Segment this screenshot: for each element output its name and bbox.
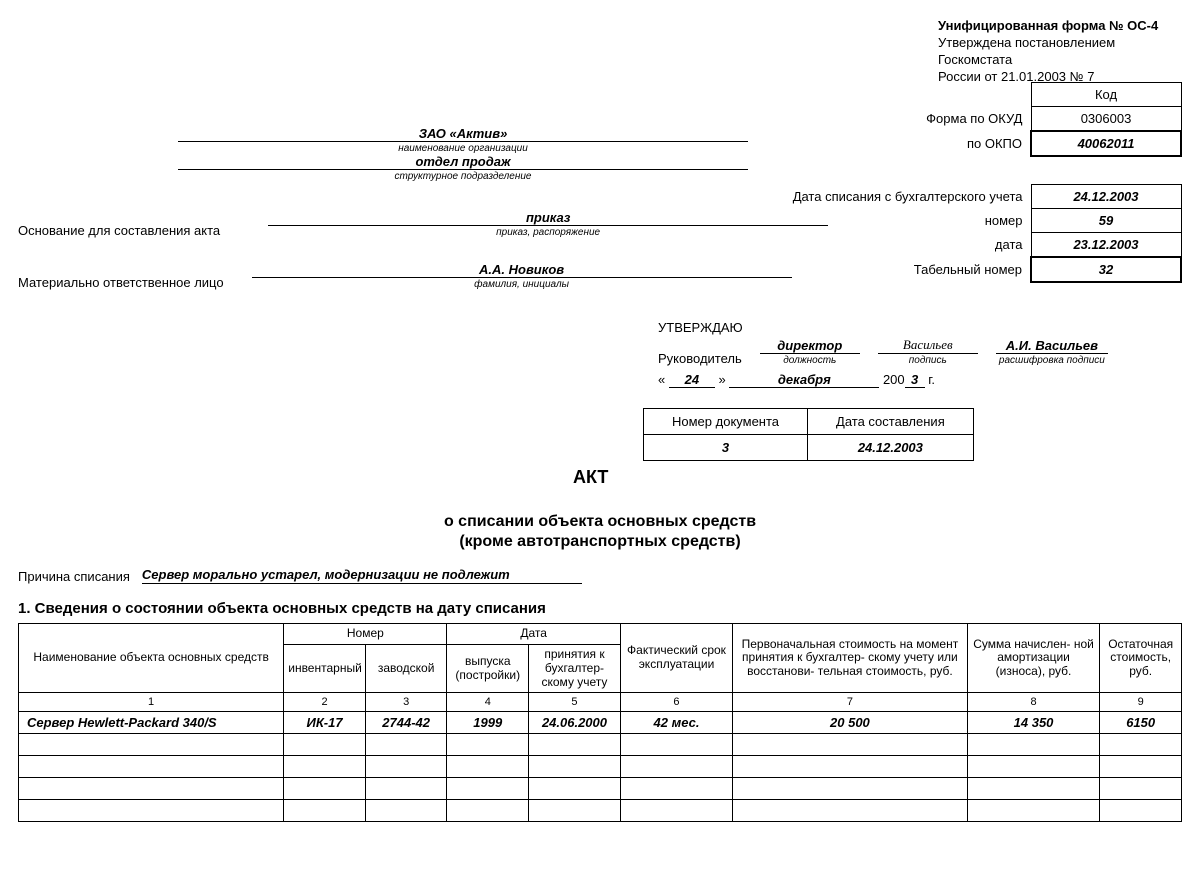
form-header: Унифицированная форма № ОС-4 Утверждена … bbox=[938, 18, 1182, 86]
writeoff-label: Дата списания с бухгалтерского учета bbox=[785, 184, 1031, 208]
resp-value: А.А. Новиков bbox=[252, 262, 792, 278]
tabel-label: Табельный номер bbox=[785, 257, 1031, 282]
okud-value: 0306003 bbox=[1031, 107, 1181, 132]
approve-year: 3 bbox=[905, 372, 925, 388]
doc-date: 24.12.2003 bbox=[808, 434, 974, 460]
basis-sub: приказ, распоряжение bbox=[268, 227, 828, 238]
th-6: Фактический срок эксплуатации bbox=[620, 624, 732, 693]
okpo-label: по ОКПО bbox=[785, 131, 1031, 156]
approve-position-sub: должность bbox=[760, 355, 860, 366]
row-inv: ИК-17 bbox=[284, 712, 366, 734]
approve-position: директор bbox=[760, 338, 860, 354]
kod-header: Код bbox=[1031, 83, 1181, 107]
th-8: Сумма начислен- ной амортизации (износа)… bbox=[967, 624, 1100, 693]
approve-sign: Васильев bbox=[878, 337, 978, 354]
th-4: выпуска (постройки) bbox=[447, 644, 529, 692]
th-9: Остаточная стоимость, руб. bbox=[1100, 624, 1182, 693]
doc-number-table: Номер документа Дата составления 3 24.12… bbox=[643, 408, 974, 461]
th-1: Наименование объекта основных средств bbox=[19, 624, 284, 693]
th-7: Первоначальная стоимость на момент приня… bbox=[733, 624, 968, 693]
doc-num-label: Номер документа bbox=[644, 408, 808, 434]
basis-label: Основание для составления акта bbox=[18, 223, 228, 238]
asset-table: Наименование объекта основных средств Но… bbox=[18, 623, 1182, 822]
tabel-value: 32 bbox=[1031, 257, 1181, 282]
row-accept: 24.06.2000 bbox=[529, 712, 621, 734]
data-value: 23.12.2003 bbox=[1031, 232, 1181, 257]
org-name-sub: наименование организации bbox=[178, 143, 748, 154]
approve-leader: Руководитель bbox=[658, 351, 742, 366]
row-cost: 20 500 bbox=[733, 712, 968, 734]
nomer-value: 59 bbox=[1031, 208, 1181, 232]
approve-month: декабря bbox=[729, 372, 879, 388]
approve-day: 24 bbox=[669, 372, 715, 388]
reason-value: Сервер морально устарел, модернизации не… bbox=[142, 567, 582, 584]
section1-heading: 1. Сведения о состоянии объекта основных… bbox=[18, 600, 1182, 617]
resp-label: Материально ответственное лицо bbox=[18, 275, 232, 290]
approve-name-sub: расшифровка подписи bbox=[996, 355, 1108, 366]
row-amort: 14 350 bbox=[967, 712, 1100, 734]
reason-line: Причина списания Сервер морально устарел… bbox=[18, 567, 1182, 584]
reason-label: Причина списания bbox=[18, 569, 130, 584]
basis-value: приказ bbox=[268, 210, 828, 226]
org-dept: отдел продаж bbox=[178, 154, 748, 170]
approve-sign-sub: подпись bbox=[878, 355, 978, 366]
row-residual: 6150 bbox=[1100, 712, 1182, 734]
doc-num: 3 bbox=[644, 434, 808, 460]
akt-title: АКТ bbox=[573, 467, 608, 488]
th-5: принятия к бухгалтер- скому учету bbox=[529, 644, 621, 692]
form-title: Унифицированная форма № ОС-4 bbox=[938, 18, 1182, 35]
approve-block: УТВЕРЖДАЮ Руководитель директор должност… bbox=[658, 320, 1182, 388]
resp-sub: фамилия, инициалы bbox=[252, 279, 792, 290]
code-grid: Код Форма по ОКУД0306003 по ОКПО40062011… bbox=[785, 82, 1182, 283]
okpo-value: 40062011 bbox=[1031, 131, 1181, 156]
table-row: Сервер Hewlett-Packard 340/S ИК-17 2744-… bbox=[19, 712, 1182, 734]
okud-label: Форма по ОКУД bbox=[785, 107, 1031, 132]
data-label: дата bbox=[785, 232, 1031, 257]
row-name: Сервер Hewlett-Packard 340/S bbox=[19, 712, 284, 734]
nomer-label: номер bbox=[785, 208, 1031, 232]
org-name: ЗАО «Актив» bbox=[178, 126, 748, 142]
approve-name: А.И. Васильев bbox=[996, 338, 1108, 354]
org-dept-sub: структурное подразделение bbox=[178, 171, 748, 182]
th-data: Дата bbox=[447, 624, 620, 645]
row-term: 42 мес. bbox=[620, 712, 732, 734]
writeoff-value: 24.12.2003 bbox=[1031, 184, 1181, 208]
doc-date-label: Дата составления bbox=[808, 408, 974, 434]
approve-date: « 24 » декабря 2003 г. bbox=[658, 372, 1182, 388]
doc-subtitle: о списании объекта основных средств (кро… bbox=[18, 512, 1182, 554]
row-factory: 2744-42 bbox=[365, 712, 447, 734]
form-approved-1: Утверждена постановлением Госкомстата bbox=[938, 35, 1182, 69]
th-2: инвентарный bbox=[284, 644, 366, 692]
approve-heading: УТВЕРЖДАЮ bbox=[658, 320, 1182, 335]
th-nomer: Номер bbox=[284, 624, 447, 645]
th-3: заводской bbox=[365, 644, 447, 692]
row-year: 1999 bbox=[447, 712, 529, 734]
